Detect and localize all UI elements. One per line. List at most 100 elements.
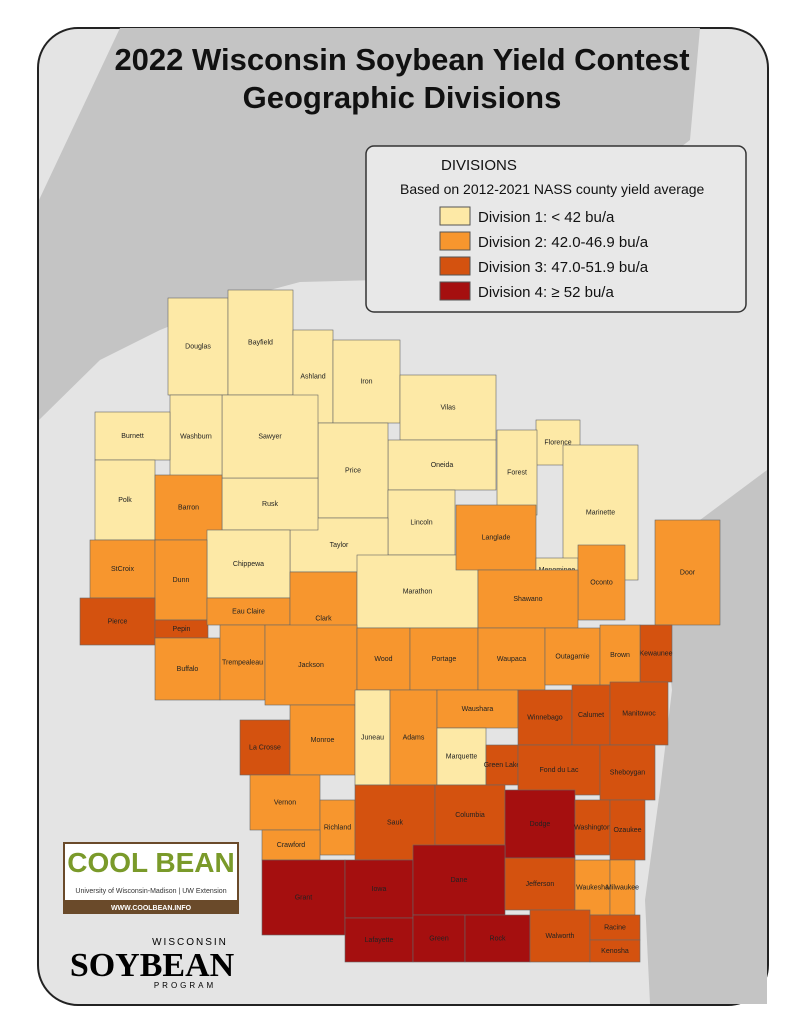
legend-label: Division 4: ≥ 52 bu/a (478, 284, 614, 301)
county-label: Florence (544, 439, 571, 446)
county-label: Clark (315, 615, 332, 622)
county-label: Milwaukee (606, 884, 639, 891)
county-label: Marathon (403, 588, 433, 595)
county-label: Monroe (311, 737, 335, 744)
county-label: Dunn (173, 577, 190, 584)
county (317, 422, 389, 519)
county (412, 914, 466, 963)
county (399, 374, 497, 441)
county-label: Adams (403, 734, 425, 741)
county-label: Green Lake (484, 762, 521, 769)
county (239, 719, 291, 776)
county-label: La Crosse (249, 744, 281, 751)
county-label: Waushara (462, 706, 494, 713)
county-label: Racine (604, 924, 626, 931)
county-label: Kenosha (601, 948, 629, 955)
county-label: Trempealeau (222, 659, 263, 666)
county-label: Crawford (277, 842, 306, 849)
county-label: StCroix (111, 566, 134, 573)
county-label: Green (429, 935, 449, 942)
legend-swatch (439, 231, 471, 251)
county-label: Pierce (108, 618, 128, 625)
county (249, 774, 321, 831)
county-label: Rusk (262, 501, 278, 508)
county (599, 744, 656, 801)
county-label: Kewaunee (639, 650, 672, 657)
county-label: Ashland (300, 373, 325, 380)
legend-subtitle: Based on 2012-2021 NASS county yield ave… (400, 181, 705, 197)
county-label: Vernon (274, 799, 296, 806)
county-label: Columbia (455, 812, 485, 819)
county-label: Dodge (530, 821, 551, 828)
county-label: Juneau (361, 734, 384, 741)
county (496, 429, 538, 516)
logo-text: COOL BEAN (67, 847, 235, 878)
county (344, 917, 414, 963)
county (654, 519, 721, 626)
county (356, 627, 411, 691)
county-label: Iowa (372, 886, 387, 893)
county-label: Washington (574, 824, 611, 831)
legend-swatch (439, 206, 471, 226)
county (485, 744, 519, 786)
county-label: Jackson (298, 662, 324, 669)
county-label: Eau Claire (232, 608, 265, 615)
legend-label: Division 2: 42.0-46.9 bu/a (478, 234, 649, 251)
county-label: Lafayette (365, 937, 394, 944)
county-label: Price (345, 467, 361, 474)
county-label: Shawano (513, 596, 542, 603)
county-label: Calumet (578, 712, 604, 719)
county (354, 689, 391, 786)
county-label: Langlade (482, 534, 511, 541)
county-label: Pepin (173, 626, 191, 633)
county-label: Manitowoc (622, 710, 656, 717)
county (154, 474, 223, 541)
county-label: Grant (295, 894, 313, 901)
county-label: Oneida (431, 462, 454, 469)
county (609, 799, 646, 861)
county (436, 689, 519, 729)
county-label: Rock (490, 935, 506, 942)
county-label: Waukesha (576, 884, 609, 891)
county-label: Walworth (546, 933, 575, 940)
county-label: Dane (451, 877, 468, 884)
county-label: Ozaukee (613, 827, 641, 834)
county (517, 689, 573, 746)
county (319, 799, 356, 856)
title-line: Geographic Divisions (243, 80, 562, 115)
county-label: Portage (432, 656, 457, 663)
county-label: Sawyer (258, 433, 282, 440)
legend-swatch (439, 281, 471, 301)
logo-text: WISCONSIN (152, 937, 228, 948)
county (577, 544, 626, 621)
county-label: Oconto (590, 579, 613, 586)
county-label: Jefferson (526, 881, 555, 888)
county-label: Vilas (440, 404, 456, 411)
logo-band (64, 900, 238, 913)
county (412, 844, 506, 916)
county (609, 859, 636, 916)
county (455, 504, 537, 571)
county (544, 627, 601, 686)
legend-label: Division 3: 47.0-51.9 bu/a (478, 259, 649, 276)
county (261, 859, 346, 936)
county (154, 539, 208, 621)
county-label: Iron (360, 378, 372, 385)
county (464, 914, 531, 963)
county (206, 597, 291, 626)
logo-text: PROGRAM (154, 981, 216, 990)
county-label: Sauk (387, 819, 403, 826)
county (574, 859, 611, 916)
county-label: Buffalo (177, 666, 199, 673)
county (409, 627, 479, 691)
county (94, 411, 171, 461)
title-line: 2022 Wisconsin Soybean Yield Contest (114, 42, 689, 77)
county-label: Sheboygan (610, 769, 646, 776)
county-label: Bayfield (248, 339, 273, 346)
county (227, 289, 294, 396)
logo-text: University of Wisconsin-Madison | UW Ext… (75, 888, 226, 895)
county-label: Marinette (586, 509, 615, 516)
county (599, 624, 641, 686)
county (571, 684, 611, 746)
